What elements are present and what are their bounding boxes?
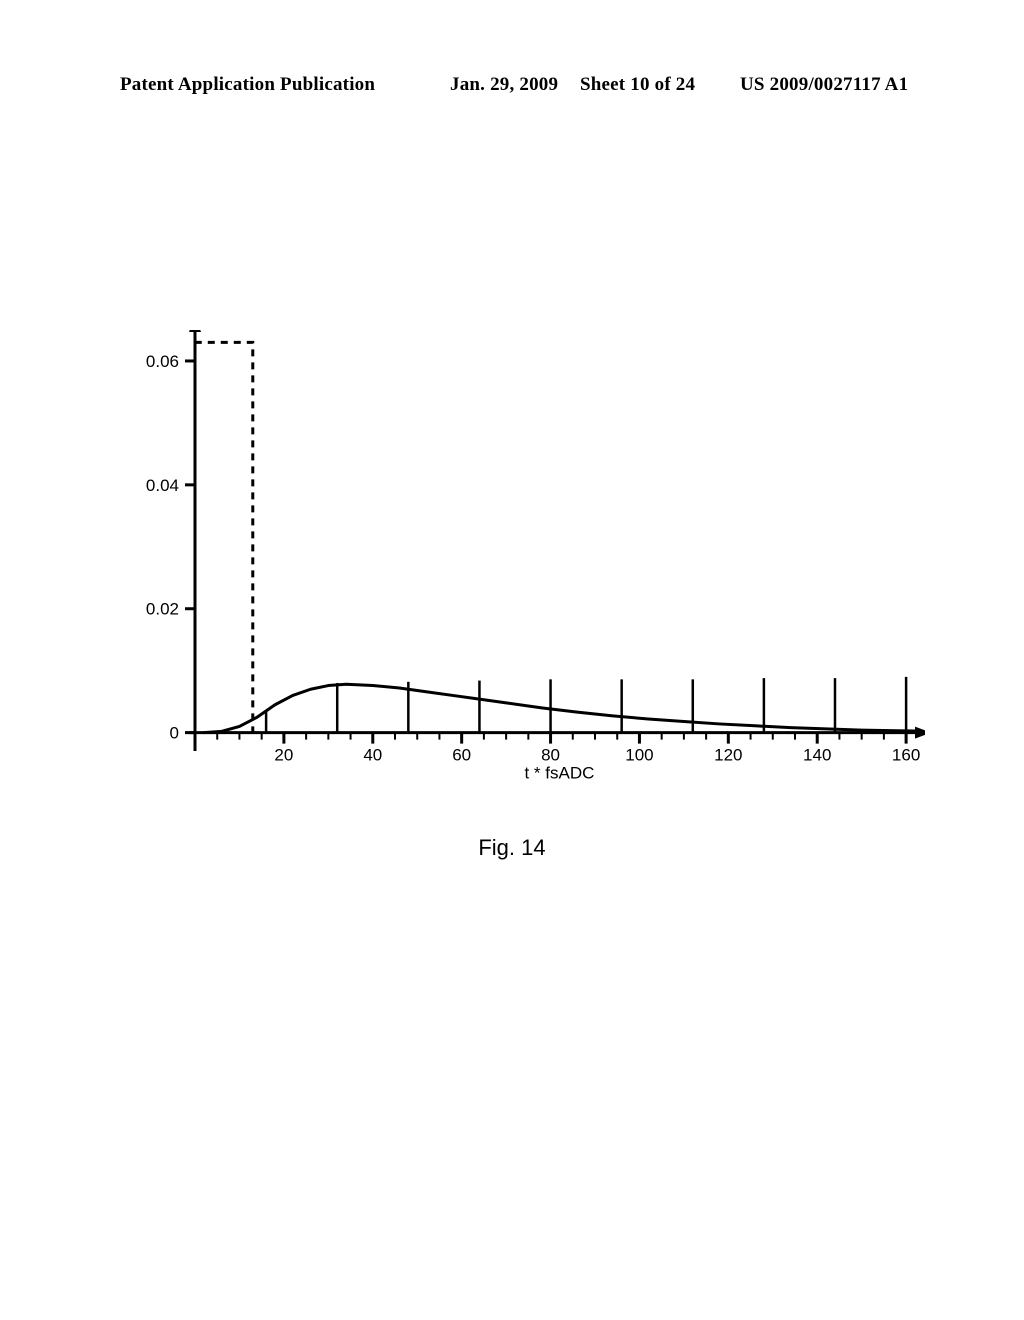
svg-text:0.02: 0.02: [146, 600, 179, 619]
svg-text:0.04: 0.04: [146, 476, 179, 495]
header-left: Patent Application Publication: [120, 74, 375, 96]
svg-text:t * fsADC: t * fsADC: [524, 764, 594, 783]
svg-text:40: 40: [363, 746, 382, 765]
svg-text:0.06: 0.06: [146, 352, 179, 371]
figure-14-svg: 0 0.02 0.04 0.06 20 40 60 80 100 120 140 160 t * fsA…: [115, 330, 925, 830]
svg-text:0: 0: [170, 724, 179, 743]
svg-text:20: 20: [274, 746, 293, 765]
svg-text:140: 140: [803, 746, 831, 765]
svg-text:160: 160: [892, 746, 920, 765]
svg-text:80: 80: [541, 746, 560, 765]
figure-14: 0 0.02 0.04 0.06 20 40 60 80 100 120 140 160 t * fsA…: [115, 330, 925, 830]
header-sheet: Sheet 10 of 24: [580, 74, 695, 96]
figure-caption: Fig. 14: [0, 835, 1024, 861]
header-date: Jan. 29, 2009: [450, 74, 558, 96]
header-pubno: US 2009/0027117 A1: [740, 74, 908, 96]
svg-text:100: 100: [625, 746, 653, 765]
svg-text:60: 60: [452, 746, 471, 765]
page: Patent Application Publication Jan. 29, …: [0, 0, 1024, 1320]
svg-text:120: 120: [714, 746, 742, 765]
